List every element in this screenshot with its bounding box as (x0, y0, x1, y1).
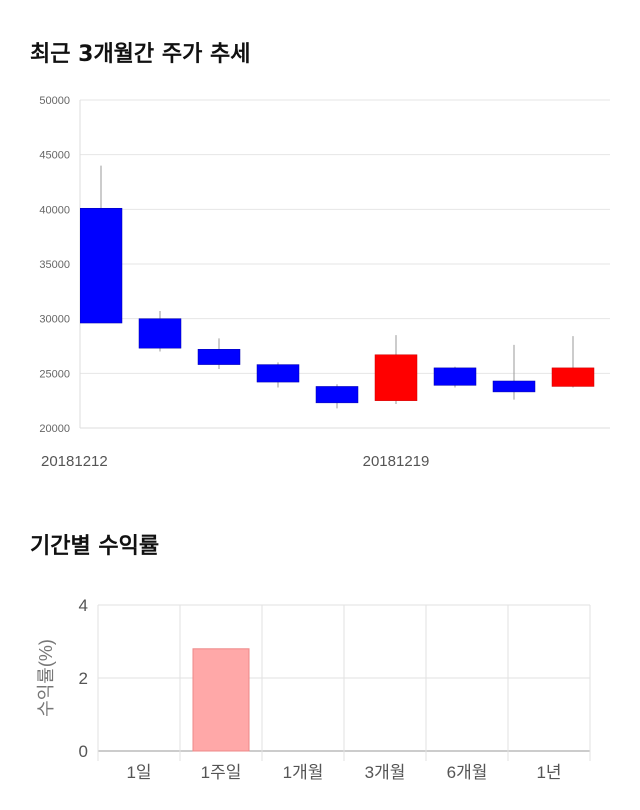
candle-body (433, 367, 477, 386)
y-tick-label: 0 (79, 742, 88, 761)
x-tick-label: 3개월 (365, 763, 406, 782)
y-axis-label: 수익률(%) (36, 639, 56, 717)
period-return-title: 기간별 수익률 (30, 534, 160, 559)
candle-body (256, 364, 300, 383)
x-tick-label: 1주일 (201, 763, 242, 782)
candle-body (197, 349, 241, 365)
candle-body (315, 386, 359, 404)
y-tick-label: 30000 (39, 314, 70, 326)
y-tick-label: 25000 (39, 368, 70, 380)
y-tick-label: 2 (79, 669, 88, 688)
y-tick-label: 20000 (39, 423, 70, 435)
return-bar (192, 648, 250, 752)
x-tick-label: 1개월 (283, 763, 324, 782)
y-tick-label: 4 (79, 596, 88, 615)
x-tick-label: 20181219 (363, 453, 430, 470)
y-tick-label: 35000 (39, 259, 70, 271)
y-tick-label: 40000 (39, 204, 70, 216)
candle-body (80, 207, 123, 324)
x-tick-label: 20181212 (41, 453, 108, 470)
x-tick-label: 1일 (126, 763, 151, 782)
candles-group (80, 165, 595, 409)
y-tick-label: 45000 (39, 150, 70, 162)
candle-body (492, 380, 536, 393)
candle-body (138, 318, 182, 349)
x-tick-label: 1년 (536, 763, 561, 782)
price-trend-title: 최근 3개월간 주가 추세 (30, 42, 251, 67)
candle-body (551, 367, 595, 387)
y-tick-label: 50000 (39, 95, 70, 107)
x-tick-label: 6개월 (447, 763, 488, 782)
candle-body (374, 354, 418, 401)
candlestick-chart: 20000 25000 30000 35000 40000 45000 50000 20181… (39, 95, 610, 470)
